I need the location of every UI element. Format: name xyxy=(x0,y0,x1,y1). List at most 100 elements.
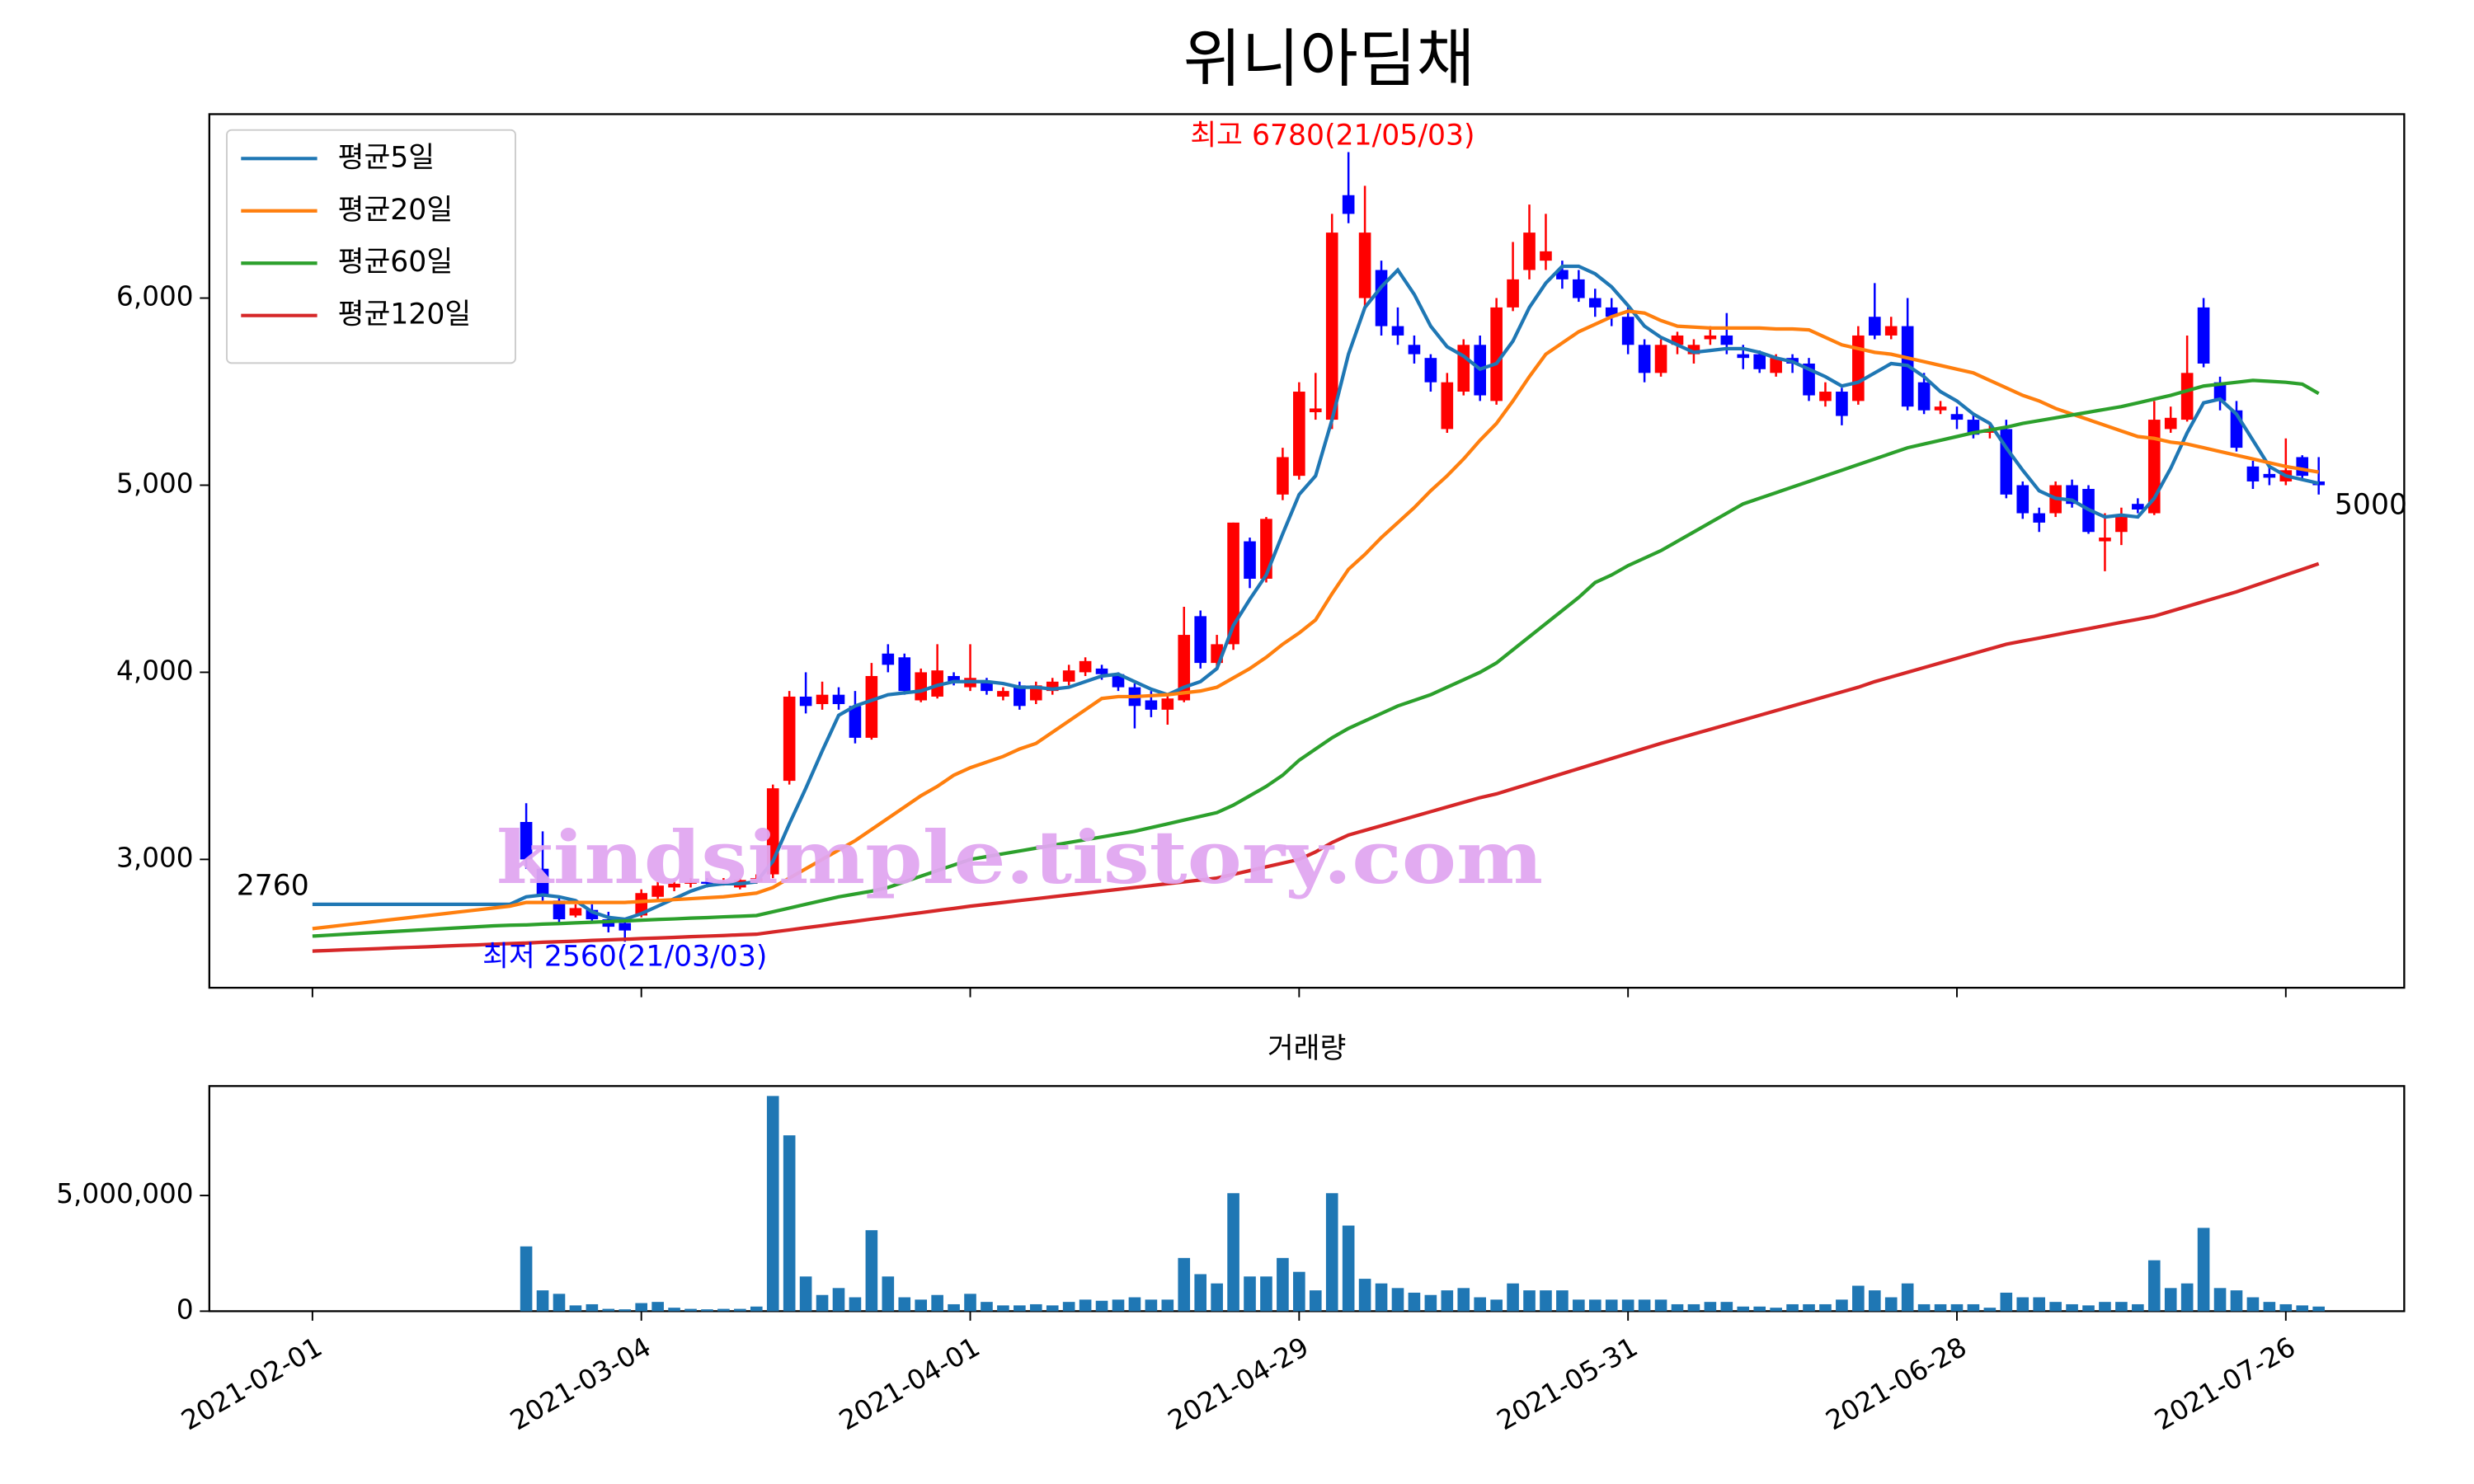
volume-bar xyxy=(2230,1290,2243,1312)
candle-body xyxy=(2246,466,2260,481)
candle-body xyxy=(2016,485,2030,514)
volume-bar xyxy=(750,1306,763,1312)
volume-frame xyxy=(208,1085,2406,1313)
volume-bar xyxy=(1391,1288,1404,1312)
volume-bar xyxy=(981,1302,993,1312)
annotation: 최고 6780(21/05/03) xyxy=(1190,119,1475,152)
candle-body xyxy=(1046,681,1059,692)
volume-bar xyxy=(734,1308,746,1312)
legend-label: 평균60일 xyxy=(338,246,454,279)
volume-bar xyxy=(1375,1283,1388,1312)
volume-bar xyxy=(1671,1303,1684,1312)
volume-bar xyxy=(964,1294,976,1312)
volume-bar xyxy=(2115,1302,2128,1312)
candle-body xyxy=(2213,382,2227,402)
annotation: 5000 xyxy=(2335,488,2407,521)
volume-bar xyxy=(1227,1193,1239,1312)
volume-bar xyxy=(553,1294,566,1312)
candle-body xyxy=(1819,392,1832,402)
watermark: kindsimple.tistory.com xyxy=(496,815,1543,900)
legend-label: 평균120일 xyxy=(338,298,472,331)
volume-bar xyxy=(1786,1303,1799,1312)
candle-body xyxy=(799,696,812,707)
volume-bar xyxy=(1358,1279,1371,1312)
volume-bar xyxy=(1095,1300,1108,1312)
volume-bar xyxy=(2180,1283,2194,1312)
candle-body xyxy=(1293,392,1305,477)
volume-bar xyxy=(1441,1290,1454,1312)
ma-line xyxy=(312,264,2320,922)
candle-body xyxy=(2099,538,2111,542)
legend-label: 평균5일 xyxy=(338,141,435,174)
volume-bar xyxy=(1079,1299,1092,1312)
volume-bar xyxy=(1046,1305,1059,1312)
volume-bar xyxy=(701,1309,713,1312)
price-frame xyxy=(208,113,2406,989)
volume-bar xyxy=(882,1276,895,1312)
volume-bar xyxy=(1901,1283,1914,1312)
candle-body xyxy=(2164,417,2177,430)
volume-bar xyxy=(1457,1288,1470,1312)
volume-bar xyxy=(1507,1283,1519,1312)
volume-bar xyxy=(1704,1302,1717,1312)
candle-body xyxy=(1868,317,1881,336)
volume-bar xyxy=(1868,1290,1881,1312)
candle-body xyxy=(1244,541,1256,579)
candle-body xyxy=(1737,354,1750,359)
candle-body xyxy=(997,691,1009,697)
candle-body xyxy=(865,675,878,738)
candle-body xyxy=(931,670,943,697)
candle-body xyxy=(1720,335,1733,345)
volume-bar xyxy=(635,1303,648,1312)
candle-body xyxy=(1588,298,1602,308)
candle-body xyxy=(1605,307,1618,317)
volume-bar xyxy=(1277,1257,1289,1312)
volume-bar xyxy=(2279,1303,2293,1312)
annotation: 2760 xyxy=(237,870,309,903)
volume-bar xyxy=(2066,1303,2078,1312)
ma-line xyxy=(312,309,2320,931)
volume-bar xyxy=(783,1135,796,1312)
candle-body xyxy=(1309,408,1322,412)
volume-bar xyxy=(717,1308,730,1312)
candle-body xyxy=(1095,668,1108,674)
volume-bar xyxy=(2213,1288,2227,1312)
candle-body xyxy=(1490,307,1503,402)
volume-bar xyxy=(1128,1297,1141,1312)
volume-bar xyxy=(1917,1303,1931,1312)
volume-bar xyxy=(569,1305,582,1312)
candle-body xyxy=(1375,270,1388,326)
candle-body xyxy=(849,706,862,738)
volume-bar xyxy=(1687,1303,1700,1312)
candle-body xyxy=(1507,279,1519,308)
candle-body xyxy=(1523,232,1536,270)
volume-bar xyxy=(849,1297,862,1312)
volume-bar xyxy=(586,1303,599,1312)
volume-bar xyxy=(1803,1303,1815,1312)
candle-body xyxy=(2132,504,2144,510)
volume-bar xyxy=(2132,1303,2144,1312)
volume-bar xyxy=(1112,1299,1125,1312)
volume-title: 거래량 xyxy=(1268,1032,1347,1065)
candle-body xyxy=(1556,270,1569,279)
candle-body xyxy=(1424,358,1437,383)
volume-bar xyxy=(1573,1299,1585,1312)
volume-bar xyxy=(651,1302,664,1312)
candle-body xyxy=(816,694,829,705)
volume-bar xyxy=(931,1294,943,1312)
volume-bar xyxy=(799,1276,812,1312)
volume-bar xyxy=(1588,1299,1602,1312)
volume-bar xyxy=(618,1309,632,1312)
y-tick-label: 3,000 xyxy=(116,842,194,873)
volume-bar xyxy=(1145,1299,1158,1312)
volume-bar xyxy=(2197,1228,2210,1312)
candle-body xyxy=(1260,519,1272,579)
candle-body xyxy=(1079,660,1092,673)
candle-body xyxy=(668,883,680,888)
candle-body xyxy=(981,681,993,692)
candle-body xyxy=(915,672,928,701)
volume-bar xyxy=(1621,1299,1634,1312)
candle-body xyxy=(520,822,533,860)
volume-bar xyxy=(1654,1299,1667,1312)
candle-body xyxy=(1277,457,1289,495)
